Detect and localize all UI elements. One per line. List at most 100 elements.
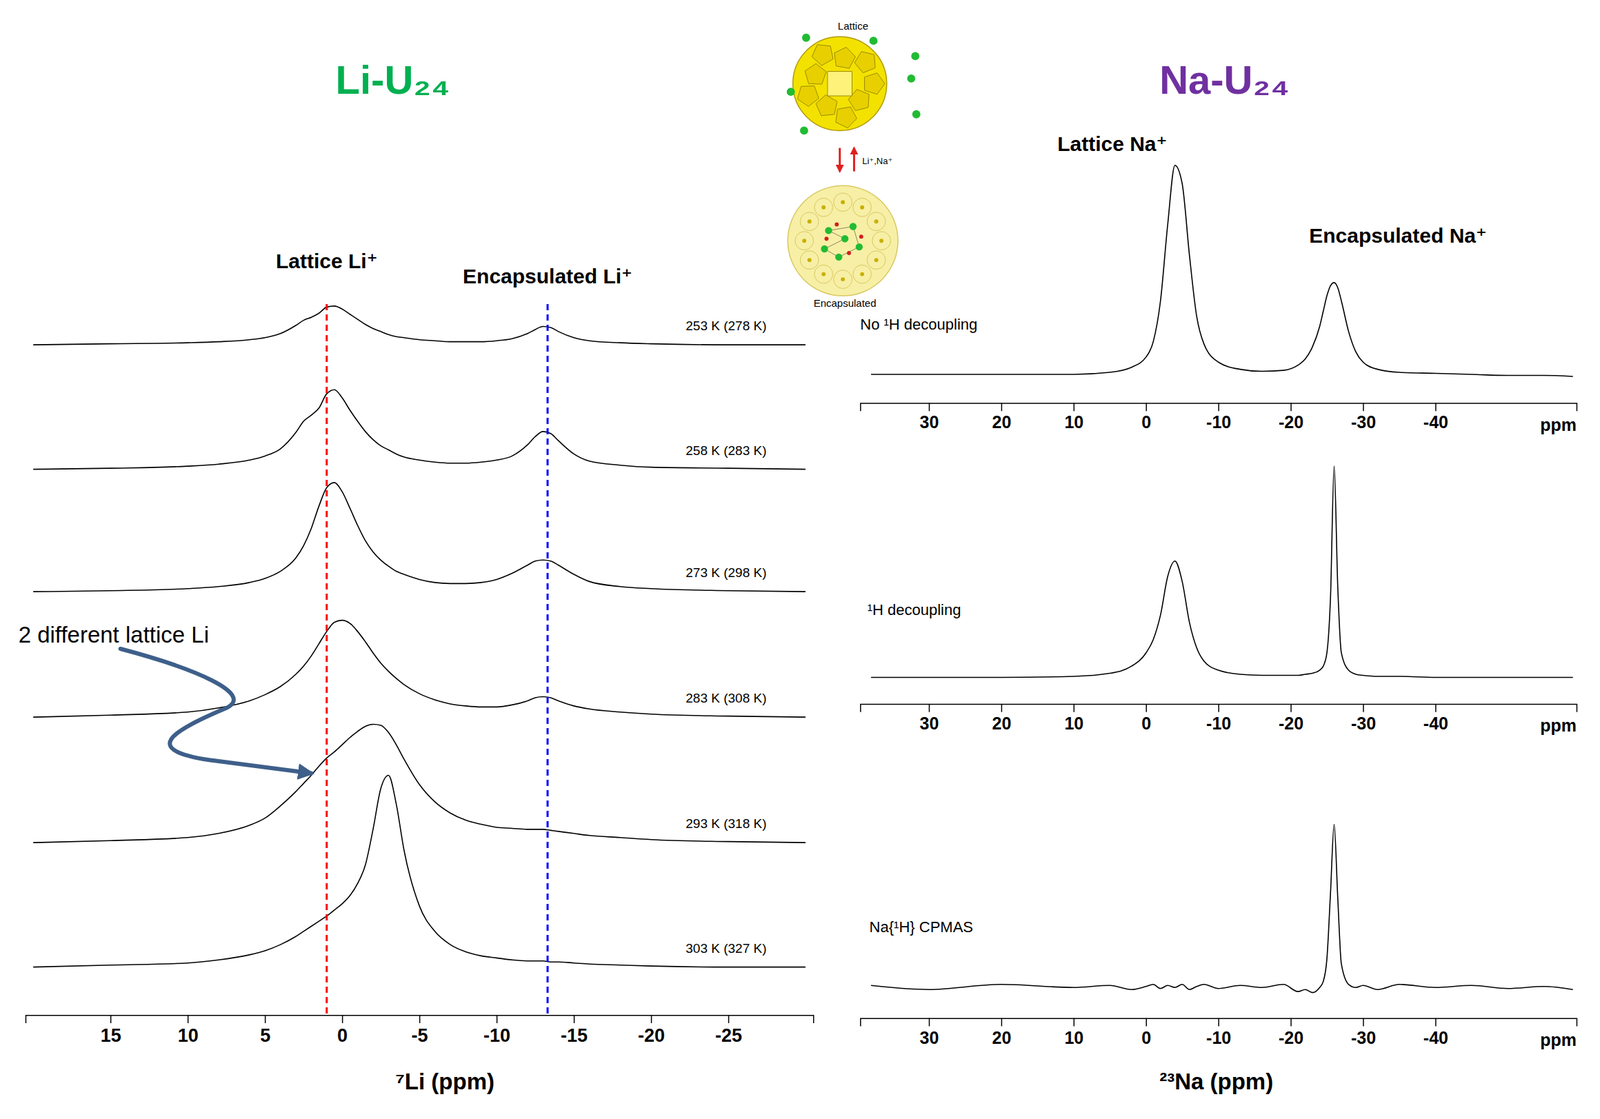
uranium-dot bbox=[802, 238, 807, 243]
tick-label: 0 bbox=[1141, 713, 1152, 734]
plot-area bbox=[33, 775, 806, 967]
cluster-encapsulated bbox=[787, 185, 898, 296]
tick-label: -10 bbox=[1206, 412, 1232, 432]
spectrum-line bbox=[871, 466, 1574, 678]
cluster-node bbox=[866, 212, 886, 232]
tick-mark bbox=[1145, 1018, 1147, 1027]
annotation: 2 different lattice Li bbox=[18, 622, 209, 648]
oxygen-dot bbox=[834, 222, 839, 227]
plot-area bbox=[871, 466, 1574, 678]
cluster-facet bbox=[834, 46, 856, 69]
tick-label: 0 bbox=[1141, 1028, 1152, 1048]
tick: 5 bbox=[260, 1015, 271, 1046]
plot-area bbox=[33, 389, 806, 469]
cluster-node bbox=[853, 264, 872, 284]
tick-mark bbox=[264, 1015, 267, 1024]
spectrum-line bbox=[33, 306, 806, 345]
tick-mark bbox=[1435, 704, 1437, 713]
cation-dot bbox=[906, 74, 916, 83]
trace-label: ¹H decoupling bbox=[867, 601, 962, 619]
tick: 20 bbox=[991, 704, 1012, 734]
uranium-dot bbox=[860, 272, 865, 277]
tick: 30 bbox=[920, 1018, 940, 1048]
cluster-node bbox=[872, 231, 892, 251]
plot-area bbox=[33, 482, 806, 592]
tick-mark bbox=[1073, 402, 1076, 412]
tick-label: 0 bbox=[1141, 412, 1152, 432]
tick-label: 10 bbox=[1064, 412, 1084, 432]
tick: -20 bbox=[1278, 704, 1304, 734]
tick-mark bbox=[1073, 1018, 1076, 1027]
na-chart: No ¹H decoupling3020100-10-20-30-40ppmNa… bbox=[860, 57, 1577, 435]
tick-mark bbox=[1362, 402, 1365, 412]
cluster-facet bbox=[811, 44, 834, 66]
cluster-facet bbox=[815, 95, 838, 116]
cluster-facet bbox=[864, 73, 885, 95]
tick-label: 15 bbox=[100, 1025, 122, 1047]
uranium-dot bbox=[879, 238, 884, 243]
cluster-node bbox=[853, 197, 872, 217]
tick: -20 bbox=[1278, 402, 1304, 432]
tick-label: -40 bbox=[1423, 1028, 1449, 1048]
uranium-dot bbox=[821, 272, 826, 277]
cluster-node bbox=[800, 212, 819, 232]
cluster-facet bbox=[854, 51, 876, 74]
traces bbox=[871, 466, 1574, 678]
trace-label: 293 K (318 K) bbox=[685, 816, 767, 832]
cluster-node bbox=[814, 197, 834, 217]
tick: 10 bbox=[177, 1015, 199, 1046]
tick-label: -20 bbox=[637, 1025, 665, 1047]
bond bbox=[828, 226, 854, 231]
tick: -10 bbox=[1206, 704, 1232, 734]
oxygen-dot bbox=[824, 236, 829, 241]
tick-mark bbox=[110, 1015, 112, 1024]
cluster-node bbox=[866, 251, 886, 270]
tick-label: -40 bbox=[1423, 412, 1449, 432]
trace-label: Na{¹H} CPMAS bbox=[869, 918, 974, 936]
cluster-node bbox=[833, 193, 853, 212]
tick: 20 bbox=[991, 1018, 1012, 1048]
traces bbox=[871, 165, 1574, 377]
tick-mark bbox=[928, 402, 931, 412]
tick-mark bbox=[1217, 1018, 1220, 1027]
tick: 10 bbox=[1064, 1018, 1084, 1048]
cation-dot bbox=[911, 51, 920, 60]
cluster-facet bbox=[827, 71, 853, 97]
tick-label: -10 bbox=[1206, 1028, 1232, 1048]
tick-label: -10 bbox=[483, 1025, 511, 1047]
tick-mark bbox=[1145, 704, 1147, 713]
uranium-dot bbox=[807, 219, 812, 224]
axis-unit: ppm bbox=[1540, 715, 1577, 736]
cluster-node bbox=[800, 251, 819, 270]
tick-label: 30 bbox=[920, 1028, 940, 1048]
trace-label: 253 K (278 K) bbox=[685, 318, 767, 334]
cation-dot bbox=[786, 87, 796, 96]
tick: 20 bbox=[991, 402, 1012, 432]
tick: 15 bbox=[100, 1015, 122, 1046]
spectrum-line bbox=[871, 824, 1574, 994]
cluster-node bbox=[833, 270, 853, 289]
tick-label: -30 bbox=[1351, 412, 1376, 432]
structure-diagram: LatticeLi⁺,Na⁺Encapsulated bbox=[786, 20, 921, 309]
tick-label: 10 bbox=[1064, 1028, 1084, 1048]
uranium-dot bbox=[807, 257, 812, 263]
tick-label: -25 bbox=[715, 1025, 743, 1047]
tick-label: 30 bbox=[920, 412, 940, 432]
cluster-facet bbox=[797, 86, 819, 107]
background bbox=[0, 0, 1600, 1119]
tick-label: -30 bbox=[1351, 713, 1376, 734]
x-axis: 151050-5-10-15-20-25 bbox=[25, 1015, 814, 1046]
tick: -40 bbox=[1423, 704, 1449, 734]
cation-dot bbox=[855, 243, 863, 251]
cation-dot bbox=[912, 110, 921, 119]
tick-mark bbox=[728, 1015, 730, 1024]
cation-dot bbox=[800, 126, 809, 135]
tick-mark bbox=[651, 1015, 653, 1024]
uranium-dot bbox=[874, 257, 879, 263]
exchange-arrow bbox=[838, 148, 841, 172]
tick-mark bbox=[419, 1015, 421, 1024]
tick-mark bbox=[1290, 402, 1292, 412]
na-chart: ¹H decoupling3020100-10-20-30-40ppm bbox=[860, 466, 1578, 736]
reference-line bbox=[546, 304, 549, 1016]
diagram-label: Li⁺,Na⁺ bbox=[862, 155, 893, 167]
